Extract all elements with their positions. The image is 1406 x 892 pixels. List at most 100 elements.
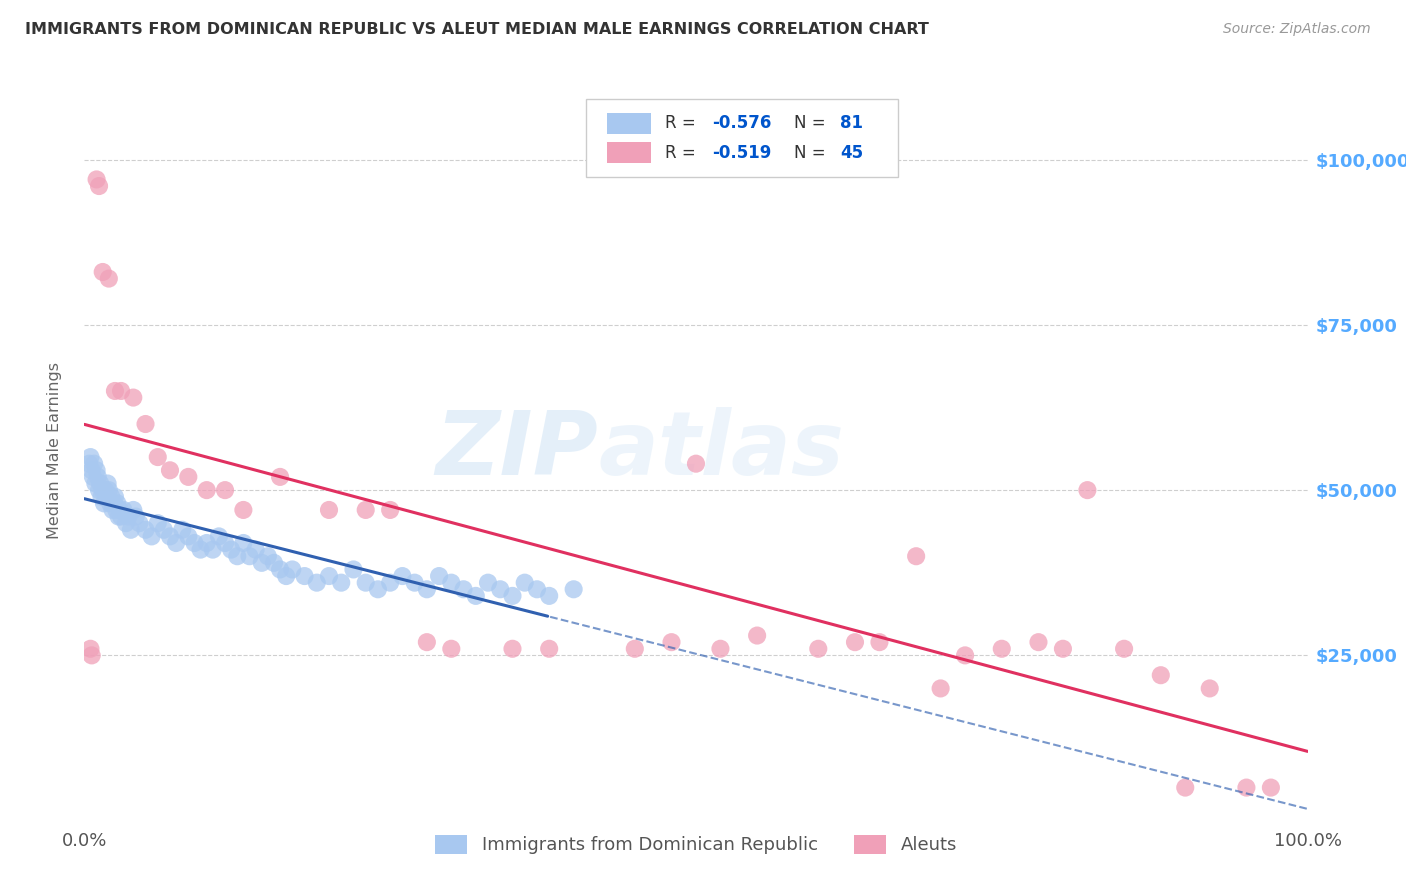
Point: [153, 523, 176, 537]
Point: [104, 384, 127, 398]
Point: [110, 509, 132, 524]
Point: [159, 463, 181, 477]
Point: [135, 523, 157, 537]
Point: [135, 417, 157, 431]
Point: [125, 509, 148, 524]
Point: [232, 536, 254, 550]
Point: [79, 450, 101, 464]
Point: [110, 384, 132, 398]
Point: [104, 490, 127, 504]
Text: 81: 81: [841, 114, 863, 132]
Point: [276, 569, 298, 583]
Point: [354, 503, 377, 517]
Point: [427, 569, 450, 583]
Point: [80, 463, 103, 477]
Point: [1076, 483, 1098, 497]
Point: [120, 523, 142, 537]
Point: [86, 172, 108, 186]
Point: [122, 391, 145, 405]
Text: -0.576: -0.576: [711, 114, 772, 132]
Text: R =: R =: [665, 144, 702, 161]
Point: [661, 635, 683, 649]
Point: [685, 457, 707, 471]
Point: [440, 575, 463, 590]
Point: [101, 503, 124, 517]
Point: [97, 271, 120, 285]
Point: [93, 496, 115, 510]
Point: [108, 503, 131, 517]
Point: [502, 641, 524, 656]
Point: [305, 575, 328, 590]
Point: [929, 681, 952, 696]
Point: [214, 536, 236, 550]
Point: [128, 516, 150, 531]
Point: [238, 549, 260, 564]
Point: [404, 575, 426, 590]
Point: [318, 569, 340, 583]
Point: [502, 589, 524, 603]
Point: [489, 582, 512, 597]
Point: [709, 641, 731, 656]
Point: [195, 536, 218, 550]
Point: [380, 503, 402, 517]
Point: [105, 496, 128, 510]
Point: [105, 503, 128, 517]
Text: N =: N =: [794, 144, 831, 161]
Point: [201, 542, 224, 557]
Point: [141, 529, 163, 543]
Point: [905, 549, 928, 564]
Text: atlas: atlas: [598, 407, 844, 494]
Point: [122, 503, 145, 517]
Point: [103, 496, 125, 510]
Point: [79, 641, 101, 656]
Point: [844, 635, 866, 649]
Point: [98, 496, 121, 510]
Bar: [606, 113, 651, 134]
Point: [245, 542, 267, 557]
Point: [464, 589, 486, 603]
Point: [112, 503, 135, 517]
Point: [342, 562, 364, 576]
Point: [177, 470, 200, 484]
Point: [107, 509, 129, 524]
Point: [440, 641, 463, 656]
Point: [87, 483, 110, 497]
Text: ZIP: ZIP: [436, 407, 598, 494]
Text: 45: 45: [841, 144, 863, 161]
Point: [100, 490, 122, 504]
Text: -0.519: -0.519: [711, 144, 772, 161]
Point: [80, 648, 103, 663]
Point: [183, 536, 205, 550]
Point: [526, 582, 548, 597]
Point: [477, 575, 499, 590]
Point: [1174, 780, 1197, 795]
Point: [269, 470, 291, 484]
Point: [1236, 780, 1258, 795]
Point: [1260, 780, 1282, 795]
Text: N =: N =: [794, 114, 831, 132]
Point: [96, 490, 118, 504]
Point: [83, 457, 105, 471]
Point: [117, 509, 139, 524]
Point: [1114, 641, 1136, 656]
Point: [219, 542, 242, 557]
Point: [416, 635, 439, 649]
Point: [562, 582, 585, 597]
FancyBboxPatch shape: [586, 99, 898, 177]
Point: [538, 641, 561, 656]
Point: [94, 483, 117, 497]
Point: [953, 648, 976, 663]
Point: [869, 635, 891, 649]
Point: [318, 503, 340, 517]
Bar: [606, 143, 651, 163]
Point: [1052, 641, 1074, 656]
Point: [87, 179, 110, 194]
Text: IMMIGRANTS FROM DOMINICAN REPUBLIC VS ALEUT MEDIAN MALE EARNINGS CORRELATION CHA: IMMIGRANTS FROM DOMINICAN REPUBLIC VS AL…: [25, 22, 929, 37]
Point: [294, 569, 316, 583]
Point: [1150, 668, 1173, 682]
Text: Source: ZipAtlas.com: Source: ZipAtlas.com: [1223, 22, 1371, 37]
Point: [624, 641, 647, 656]
Text: R =: R =: [665, 114, 702, 132]
Point: [453, 582, 475, 597]
Point: [232, 503, 254, 517]
